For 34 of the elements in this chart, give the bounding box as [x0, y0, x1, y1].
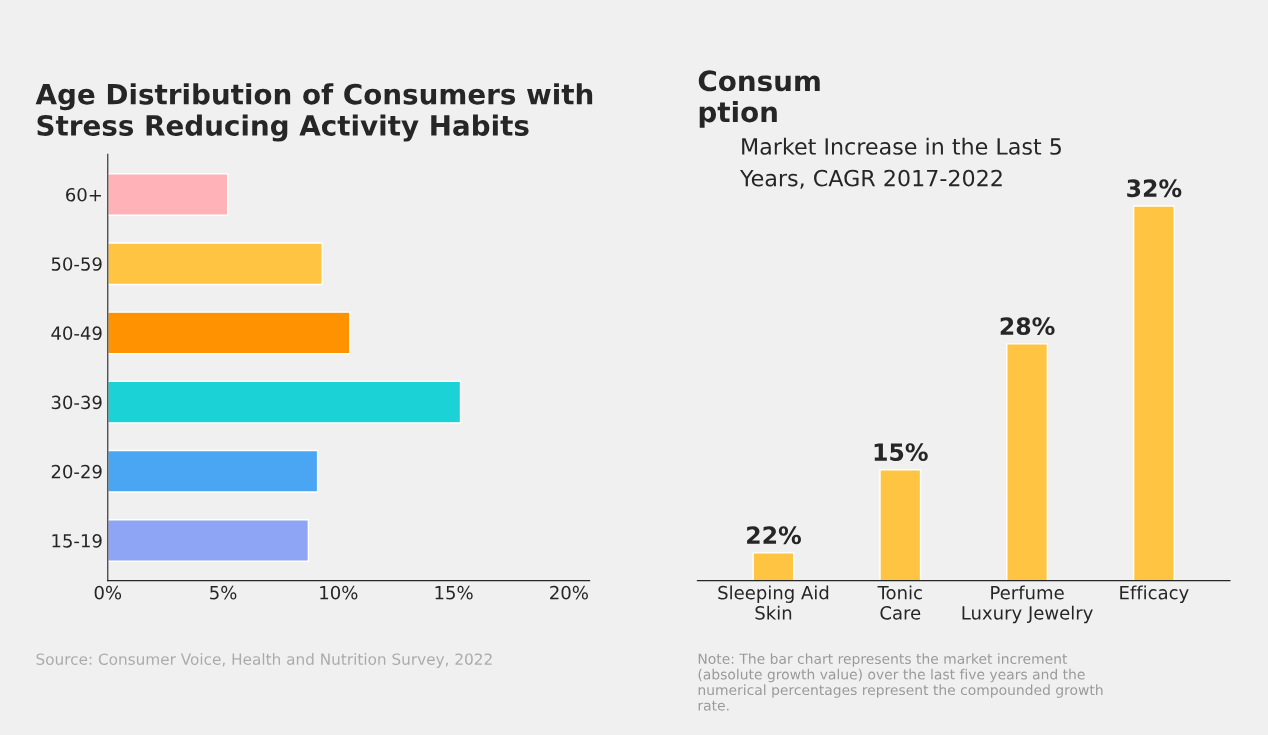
x-tick-label: 0% — [94, 585, 122, 600]
annotation: 15% — [874, 443, 928, 461]
x-tick-label: 10% — [320, 585, 358, 600]
bar — [1132, 205, 1175, 581]
text: Note: The bar chart represents the market increment (absolute growth value) over the last five years and the numerical percentages represent the compounded growth rate. — [698, 653, 1103, 711]
x-tick-label: Efficacy — [1120, 585, 1189, 603]
x-tick-label: Tonic Care — [877, 585, 922, 620]
bar — [1006, 343, 1049, 581]
bar — [107, 449, 319, 493]
x-tick-label: Perfume Luxury Jewelry — [962, 585, 1093, 624]
x-tick-label: Sleeping Aid Skin — [718, 585, 829, 620]
source-note: Source: Consumer Voice, Health and Nutrition Survey, 2022 — [36, 653, 492, 668]
chart-subtitle: Market Increase in the Last 5 Years, CAGR 2017-2022 — [739, 137, 1061, 189]
x-tick-label: 15% — [435, 585, 473, 600]
bar — [107, 380, 462, 424]
y-tick-label: 15-19 — [52, 533, 102, 548]
bar — [107, 173, 229, 216]
x-tick-label: 20% — [550, 585, 588, 600]
bar — [107, 519, 310, 562]
chart-title: Consum ption — [698, 70, 820, 128]
x-tick-label: 5% — [210, 585, 237, 600]
annotation: 32% — [1127, 179, 1182, 198]
y-tick-label: 40-49 — [51, 326, 102, 341]
y-tick-label: 30-39 — [51, 395, 102, 410]
annotation: 28% — [1000, 317, 1055, 336]
bar — [879, 469, 922, 581]
y-tick-label: 50-59 — [51, 257, 102, 271]
bar — [752, 552, 795, 581]
chart-title: Age Distribution of Consumers with Stress Reducing Activity Habits — [35, 83, 593, 142]
bar — [107, 242, 323, 286]
y-tick-label: 60+ — [66, 187, 101, 202]
y-tick-label: 20-29 — [51, 464, 102, 479]
bar — [107, 311, 351, 355]
annotation: 22% — [747, 526, 801, 545]
